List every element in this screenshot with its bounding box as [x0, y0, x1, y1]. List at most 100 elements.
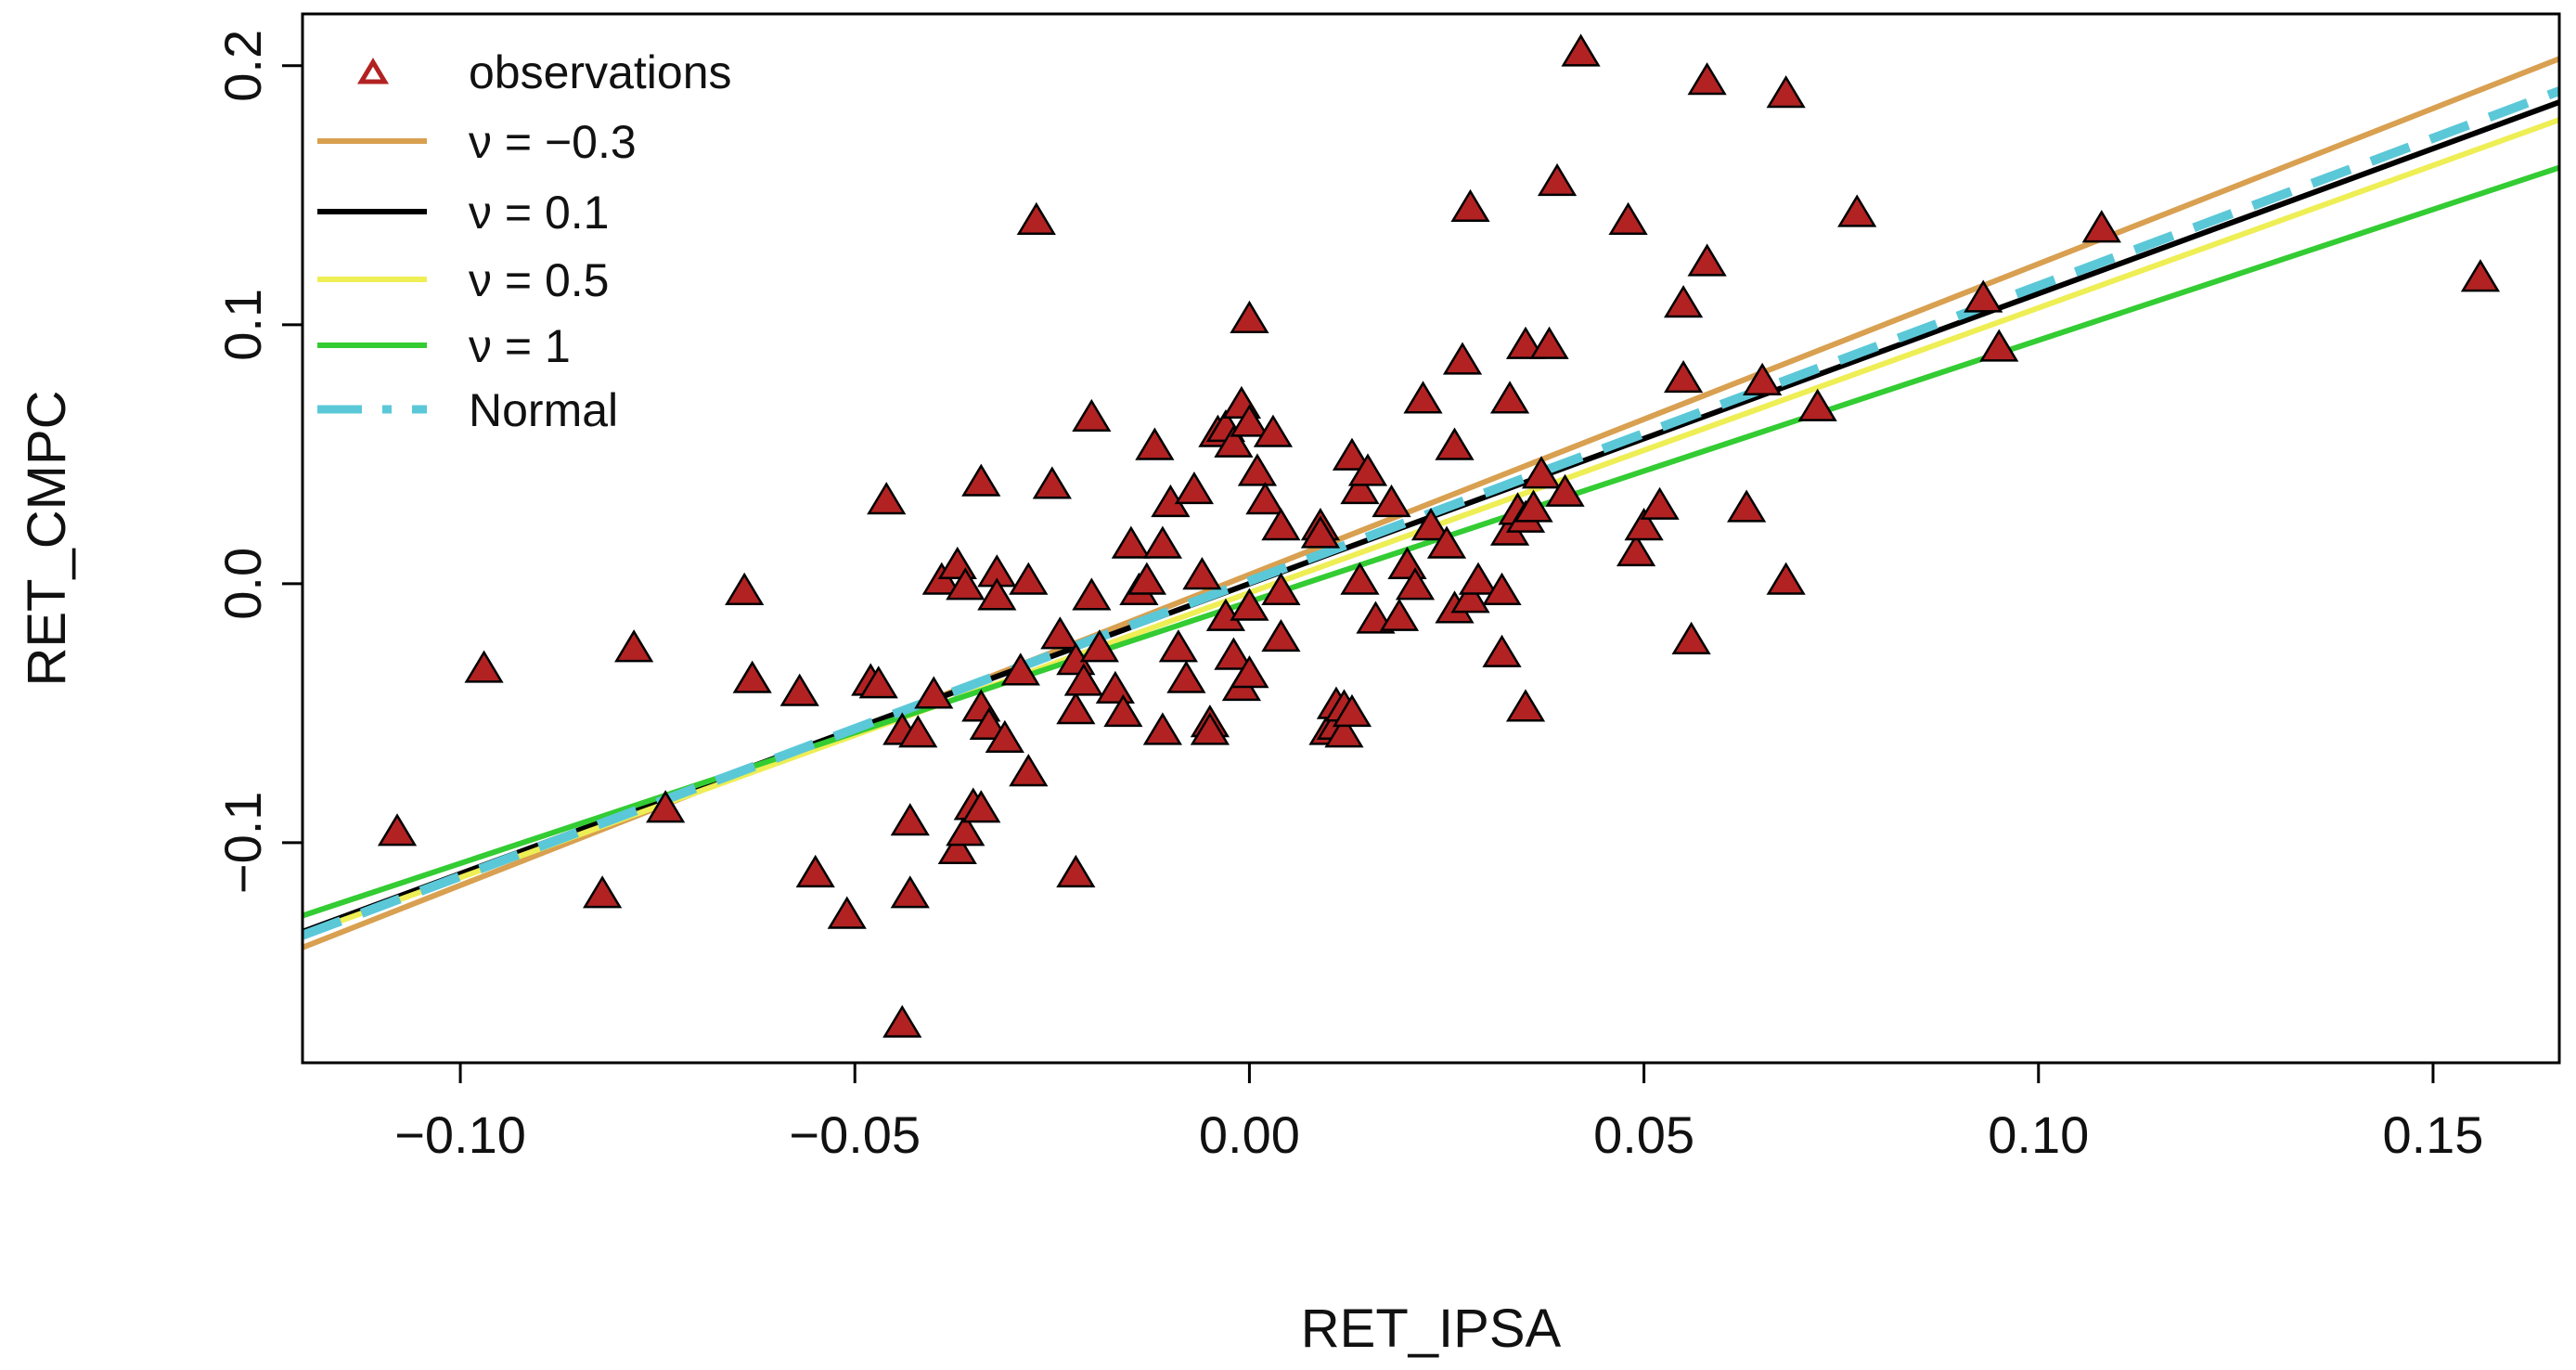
observation-point: [937, 546, 977, 580]
observation-point: [795, 854, 835, 888]
observation-point: [1616, 533, 1656, 567]
observation-point: [1142, 712, 1182, 745]
observation-point: [1513, 489, 1553, 523]
y-tick-label: −0.1: [213, 792, 272, 895]
observation-point: [1505, 326, 1546, 359]
y-tick-label: 0.2: [213, 30, 272, 102]
y-axis-label: RET_CMPC: [17, 390, 77, 686]
observation-point: [1214, 637, 1254, 670]
observation-point: [1214, 424, 1254, 458]
observation-point: [614, 629, 654, 663]
observation-point: [1340, 562, 1380, 595]
observation-point: [779, 673, 819, 706]
observation-point: [583, 875, 623, 909]
observation-point: [1442, 342, 1483, 375]
observation-point: [937, 831, 977, 864]
observation-point: [1395, 567, 1436, 601]
observation-point: [1063, 663, 1103, 696]
observation-point: [1379, 598, 1420, 631]
observation-point: [1182, 557, 1222, 590]
observation-point: [1450, 188, 1490, 223]
observation-point: [1135, 427, 1175, 460]
observation-point: [1964, 279, 2003, 313]
legend-label: ν = 1: [469, 320, 571, 372]
y-tick-label: 0.0: [213, 548, 272, 620]
observation-point: [1190, 712, 1230, 745]
observation-point: [1072, 577, 1112, 611]
observation-point: [1072, 398, 1112, 433]
observation-point: [1332, 693, 1372, 728]
observation-point: [1537, 162, 1578, 197]
observation-point: [1166, 660, 1206, 693]
observation-point: [1450, 580, 1490, 614]
observation-point: [1458, 562, 1499, 595]
observation-point: [1505, 689, 1546, 722]
observation-point: [646, 790, 686, 823]
observation-point: [1435, 427, 1475, 460]
observation-point: [2460, 259, 2501, 292]
observation-point: [1545, 473, 1585, 507]
observation-point: [890, 875, 930, 909]
observation-point: [946, 567, 985, 601]
observation-point: [2081, 210, 2121, 243]
regression-line-4: [303, 164, 2559, 919]
observation-point: [858, 666, 898, 699]
observation-point: [1624, 508, 1664, 541]
observation-point: [1664, 285, 1704, 318]
observation-point: [1489, 381, 1530, 414]
legend-label: Normal: [469, 384, 618, 436]
observation-point: [1837, 194, 1877, 227]
observation-point: [1426, 525, 1467, 559]
observation-point: [1372, 484, 1411, 518]
observation-point: [1482, 634, 1522, 667]
observation-point: [827, 896, 867, 929]
observation-point: [1687, 243, 1727, 277]
observation-point: [1237, 453, 1278, 486]
regression-lines: [303, 56, 2559, 950]
observation-point: [1009, 562, 1049, 595]
x-axis: −0.10 −0.05 0.00 0.05 0.10 0.15: [394, 1061, 2483, 1164]
observation-point: [1979, 329, 2019, 362]
observation-point: [1403, 381, 1443, 414]
observation-point: [1727, 489, 1767, 523]
observation-point: [1230, 655, 1269, 689]
y-axis: −0.1 0.0 0.1 0.2: [213, 30, 304, 895]
x-axis-label: RET_IPSA: [1301, 1299, 1562, 1359]
observation-point: [377, 813, 418, 847]
x-tick-label: −0.05: [789, 1105, 921, 1164]
observation-point: [1174, 471, 1215, 505]
observation-point: [1158, 629, 1198, 663]
x-tick-label: 0.05: [1593, 1105, 1694, 1164]
observation-point: [977, 577, 1017, 611]
observation-point: [1766, 562, 1806, 595]
observation-point: [1040, 616, 1080, 650]
observation-point: [961, 463, 1001, 497]
observation-point: [1127, 562, 1166, 595]
observation-point: [969, 706, 1009, 741]
observation-point: [1245, 482, 1285, 515]
observation-point: [890, 803, 930, 836]
observation-point: [725, 572, 765, 605]
legend-label: ν = 0.5: [469, 254, 610, 306]
observation-point: [867, 482, 907, 515]
observation-point: [1056, 691, 1096, 725]
x-tick-label: 0.00: [1199, 1105, 1300, 1164]
legend-label: observations: [469, 46, 732, 98]
observation-point: [1253, 414, 1294, 447]
observation-point: [1561, 33, 1601, 67]
x-tick-label: 0.15: [2382, 1105, 2483, 1164]
observation-point: [1332, 437, 1372, 471]
observation-point: [985, 719, 1024, 753]
observation-point: [1300, 515, 1341, 549]
observation-point: [1142, 525, 1182, 559]
observation-point: [1095, 670, 1135, 704]
observation-point: [1230, 588, 1269, 621]
observation-point: [1261, 572, 1301, 605]
y-tick-label: 0.1: [213, 289, 272, 361]
x-tick-label: −0.10: [394, 1105, 526, 1164]
observation-point: [1230, 300, 1269, 333]
observation-point: [1009, 754, 1049, 787]
legend-label: ν = −0.3: [469, 116, 637, 168]
observation-point: [1230, 404, 1269, 437]
